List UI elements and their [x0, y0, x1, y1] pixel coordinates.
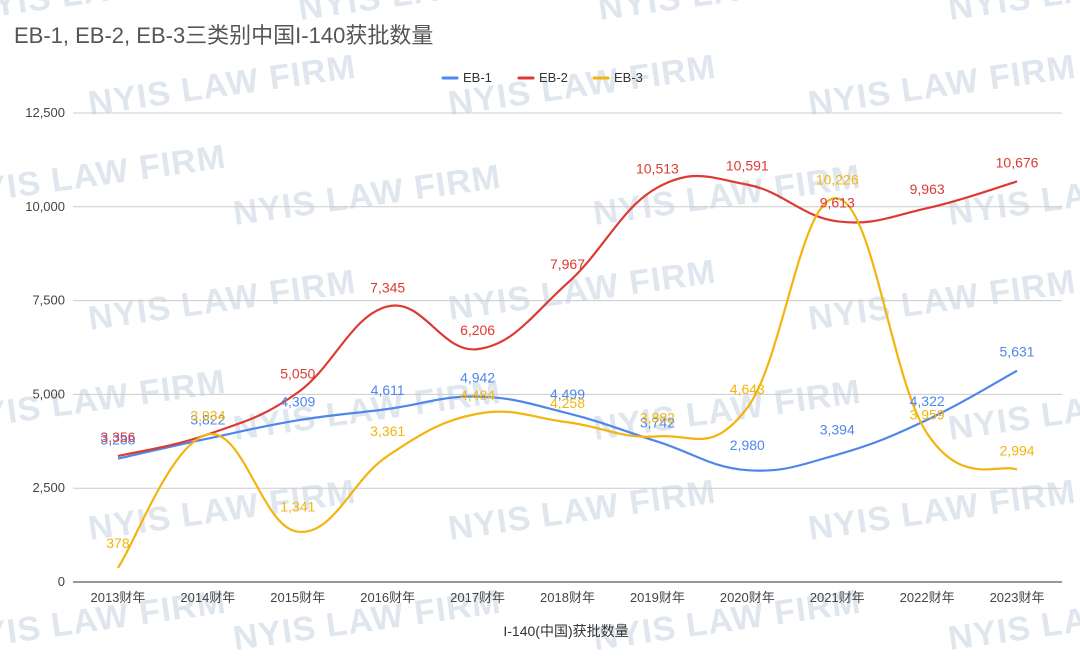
data-label: 3,822 [190, 412, 225, 428]
x-tick-label: 2022财年 [900, 590, 955, 605]
y-tick-label: 7,500 [32, 293, 65, 308]
x-tick-label: 2013财年 [90, 590, 145, 605]
data-label: 10,226 [816, 171, 859, 187]
data-label: 9,613 [820, 194, 855, 210]
data-label: 3,742 [640, 415, 675, 431]
watermark-text: NYIS LAW FIRM [446, 473, 719, 548]
x-axis-label: I-140(中国)获批数量 [503, 623, 628, 639]
x-tick-label: 2015财年 [270, 590, 325, 605]
x-tick-label: 2016财年 [360, 590, 415, 605]
x-tick-label: 2019财年 [630, 590, 685, 605]
y-tick-label: 10,000 [25, 199, 65, 214]
x-tick-label: 2014财年 [180, 590, 235, 605]
x-tick-label: 2017财年 [450, 590, 505, 605]
legend-label: EB-3 [614, 70, 643, 85]
data-label: 9,963 [910, 181, 945, 197]
data-label: 10,676 [996, 154, 1039, 170]
legend: EB-1 EB-2 EB-3 [441, 70, 643, 85]
watermark-text: NYIS LAW FIRM [231, 158, 504, 233]
data-label: 4,484 [460, 387, 495, 403]
data-label: 3,288 [100, 432, 135, 448]
watermark-text: NYIS LAW FIRM [0, 0, 238, 28]
gridlines [73, 112, 1062, 583]
x-tick-label: 2023财年 [990, 590, 1045, 605]
data-label: 2,980 [730, 437, 765, 453]
legend-item-eb-2[interactable]: EB-2 [517, 70, 568, 85]
legend-label: EB-1 [463, 70, 492, 85]
legend-item-eb-1[interactable]: EB-1 [441, 70, 492, 85]
y-tick-label: 12,500 [25, 105, 65, 120]
watermark-text: NYIS LAW FIRM [296, 0, 569, 28]
data-label: 2,994 [1000, 443, 1035, 459]
data-label: 4,322 [910, 393, 945, 409]
x-tick-label: 2020财年 [720, 590, 775, 605]
y-tick-label: 2,500 [32, 480, 65, 495]
data-label: 7,345 [370, 279, 405, 295]
data-label: 4,611 [371, 382, 405, 398]
watermark-text: NYIS LAW FIRM [946, 373, 1080, 448]
data-label: 1,341 [280, 499, 315, 515]
data-label: 4,942 [460, 370, 495, 386]
watermark-text: NYIS LAW FIRM [596, 0, 869, 28]
series-line-eb-1 [117, 369, 1018, 472]
x-axis-ticks: 2013财年 2014财年 2015财年 2016财年 2017财年 2018财年 2019… [90, 590, 1044, 605]
data-label: 3,959 [910, 406, 945, 422]
legend-item-eb-3[interactable]: EB-3 [592, 70, 643, 85]
data-label: 7,967 [550, 256, 585, 272]
watermark-text: NYIS LAW FIRM [806, 473, 1079, 548]
watermark-text: NYIS LAW FIRM [946, 0, 1080, 28]
data-label: 4,499 [550, 386, 585, 402]
watermark-text: NYIS LAW FIRM [446, 48, 719, 123]
data-label: 3,356 [100, 429, 135, 445]
data-label: 5,631 [1000, 344, 1035, 360]
series-lines [117, 174, 1018, 569]
series-line-eb-3 [117, 197, 1018, 569]
data-label: 4,309 [280, 393, 315, 409]
y-tick-label: 5,000 [32, 386, 65, 401]
data-label: 378 [106, 535, 130, 551]
data-label: 10,513 [636, 161, 679, 177]
x-tick-label: 2021财年 [810, 590, 865, 605]
data-label: 5,050 [280, 366, 315, 382]
watermark-text: NYIS LAW FIRM [806, 48, 1079, 123]
data-label: 3,361 [370, 423, 405, 439]
data-label: 3,934 [190, 407, 225, 423]
data-label: 10,591 [726, 158, 769, 174]
data-label: 3,882 [640, 409, 675, 425]
chart-title: EB-1, EB-2, EB-3三类别中国I-140获批数量 [14, 23, 434, 48]
watermark-text: NYIS LAW FIRM [86, 48, 359, 123]
data-label: 6,206 [460, 322, 495, 338]
y-tick-label: 0 [58, 574, 65, 589]
series-line-eb-2 [117, 174, 1018, 458]
x-tick-label: 2018财年 [540, 590, 595, 605]
legend-label: EB-2 [539, 70, 568, 85]
y-axis-ticks: 0 2,500 5,000 7,500 10,000 12,500 [25, 105, 65, 589]
data-label: 4,258 [550, 395, 585, 411]
data-labels: 3,288 3,822 4,309 4,611 4,942 4,499 3,742 2,980… [100, 154, 1038, 550]
data-label: 3,394 [820, 422, 855, 438]
data-label: 4,643 [730, 381, 765, 397]
